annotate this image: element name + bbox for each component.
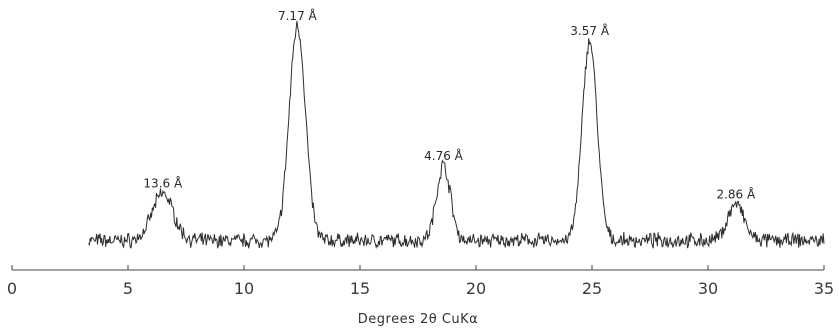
x-tick-label: 0 <box>7 279 17 298</box>
peak-label: 3.57 Å <box>570 23 610 38</box>
x-tick-label: 15 <box>350 279 370 298</box>
x-tick-label: 10 <box>234 279 254 298</box>
x-tick-label: 35 <box>814 279 834 298</box>
peak-label: 13.6 Å <box>143 176 183 191</box>
x-axis-tick-labels: 0 5 10 15 20 25 30 35 <box>7 279 834 298</box>
x-tick-label: 5 <box>123 279 133 298</box>
x-axis-title: Degrees 2θ CuKα <box>358 312 479 327</box>
x-tick-label: 20 <box>466 279 486 298</box>
peak-labels: 13.6 Å 7.17 Å 4.76 Å 3.57 Å 2.86 Å <box>143 8 756 201</box>
x-axis-ticks <box>11 265 825 270</box>
x-tick-label: 25 <box>582 279 602 298</box>
x-tick-label: 30 <box>698 279 718 298</box>
peak-label: 2.86 Å <box>716 186 756 201</box>
peak-label: 4.76 Å <box>424 148 464 163</box>
peak-label: 7.17 Å <box>278 8 318 23</box>
diffraction-trace <box>88 20 825 249</box>
